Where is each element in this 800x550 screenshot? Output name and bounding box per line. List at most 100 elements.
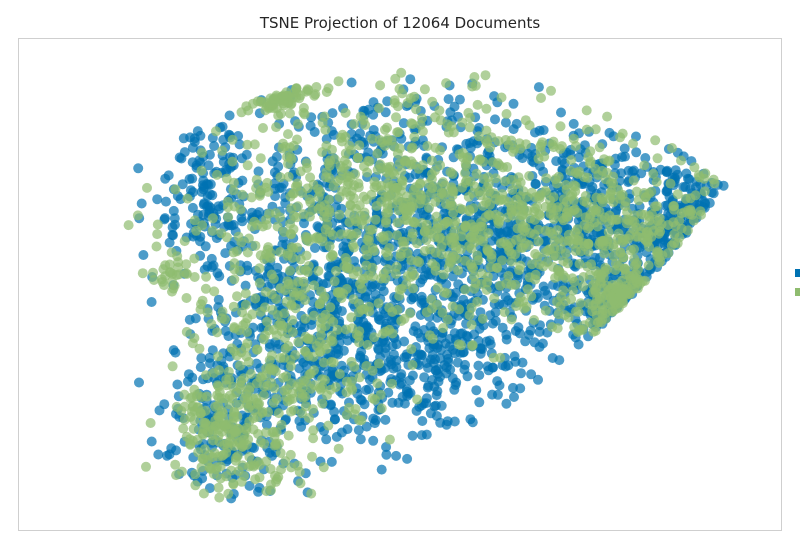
data-point	[618, 252, 629, 263]
scatter-points	[123, 67, 729, 504]
data-point	[415, 194, 426, 205]
data-point	[396, 369, 407, 380]
data-point	[138, 250, 149, 260]
data-point	[187, 372, 198, 383]
data-point	[227, 156, 238, 167]
data-point	[301, 158, 312, 169]
data-point	[354, 337, 365, 348]
data-point	[280, 333, 290, 344]
data-point	[297, 188, 308, 198]
data-point	[321, 172, 331, 183]
data-point	[309, 380, 320, 391]
data-point	[227, 134, 238, 145]
data-point	[516, 368, 526, 379]
data-point	[540, 201, 551, 212]
data-point	[389, 95, 400, 106]
data-point	[594, 142, 605, 153]
data-point	[476, 278, 487, 289]
data-point	[201, 370, 211, 381]
data-point	[450, 380, 461, 390]
data-point	[524, 120, 535, 131]
data-point	[391, 450, 402, 461]
data-point	[392, 191, 403, 202]
data-point	[462, 154, 473, 165]
data-point	[638, 221, 649, 232]
data-point	[594, 293, 605, 304]
data-point	[469, 181, 480, 192]
data-point	[467, 417, 478, 428]
data-point	[308, 425, 319, 436]
data-point	[399, 398, 410, 409]
data-point	[533, 153, 544, 164]
data-point	[608, 242, 619, 253]
data-point	[533, 224, 544, 235]
data-point	[328, 316, 339, 327]
data-point	[464, 122, 475, 133]
data-point	[469, 271, 480, 282]
data-point	[287, 315, 298, 326]
data-point	[179, 147, 190, 158]
data-point	[334, 209, 345, 220]
data-point	[584, 221, 595, 232]
data-point	[436, 241, 447, 252]
data-point	[299, 109, 310, 120]
data-point	[231, 452, 242, 463]
data-point	[534, 326, 545, 337]
data-point	[387, 378, 397, 389]
data-point	[319, 375, 330, 385]
data-point	[462, 371, 473, 382]
data-point	[454, 94, 465, 105]
data-point	[270, 438, 281, 449]
data-point	[381, 442, 392, 452]
data-point	[224, 110, 235, 121]
data-point	[689, 162, 700, 173]
data-point	[229, 441, 240, 451]
data-point	[259, 438, 270, 449]
data-point	[524, 171, 535, 181]
data-point	[672, 169, 683, 180]
data-point	[195, 236, 205, 247]
data-point	[326, 330, 337, 341]
data-point	[177, 466, 187, 477]
data-point	[431, 390, 442, 401]
data-point	[455, 347, 466, 358]
data-point	[597, 165, 608, 176]
data-point	[152, 219, 163, 230]
data-point	[615, 190, 626, 201]
data-point	[376, 464, 387, 475]
data-point	[265, 247, 276, 258]
data-point	[503, 271, 514, 281]
data-point	[540, 305, 551, 316]
data-point	[549, 236, 560, 246]
data-point	[356, 395, 367, 406]
data-point	[457, 182, 467, 193]
data-point	[178, 423, 189, 434]
data-point	[300, 391, 311, 402]
data-point	[398, 118, 409, 129]
data-point	[533, 374, 543, 385]
data-point	[526, 369, 537, 380]
data-point	[507, 185, 518, 195]
data-point	[556, 107, 566, 118]
data-point	[246, 192, 257, 203]
data-point	[501, 109, 512, 119]
data-point	[660, 200, 671, 211]
data-point	[307, 451, 317, 462]
data-point	[411, 104, 421, 115]
data-point	[381, 449, 392, 460]
data-point	[145, 418, 156, 428]
data-point	[536, 93, 546, 103]
data-point	[558, 256, 569, 267]
data-point	[384, 434, 395, 445]
data-point	[235, 204, 246, 215]
data-point	[552, 296, 562, 307]
data-point	[445, 167, 456, 178]
data-point	[392, 127, 403, 138]
data-point	[369, 176, 380, 187]
data-point	[666, 240, 677, 251]
data-point	[258, 334, 269, 345]
data-point	[518, 296, 529, 307]
data-point	[640, 192, 651, 203]
data-point	[463, 107, 474, 118]
data-point	[435, 371, 445, 382]
